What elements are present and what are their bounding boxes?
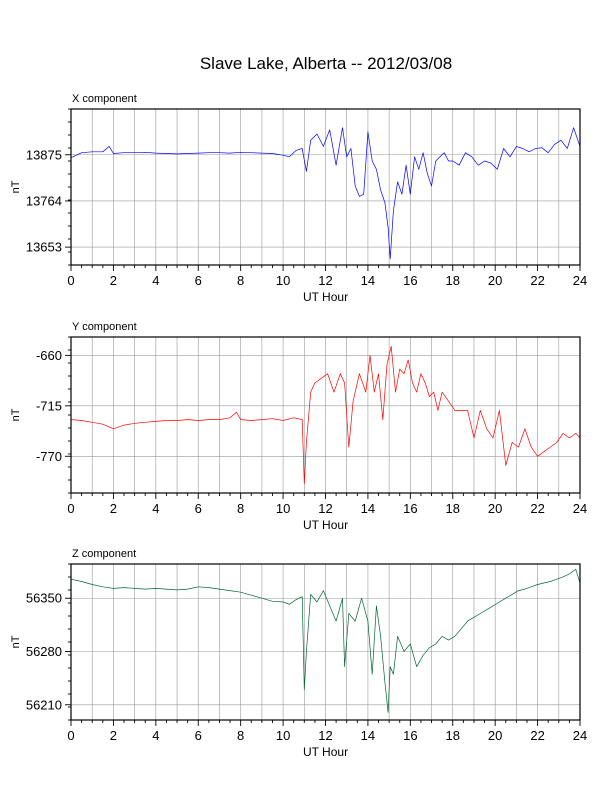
y-component-x-tick-label: 6 (195, 501, 202, 516)
x-component-series-line (70, 127, 581, 260)
z-component-x-tick-label: 8 (237, 728, 244, 743)
z-component-xlabel: UT Hour (303, 745, 348, 759)
z-component-y-tick-label: 56350 (26, 591, 62, 606)
x-component-y-tick-label: 13875 (26, 147, 62, 162)
z-component-y-tick-label: 56210 (26, 697, 62, 712)
z-component-x-tick-label: 22 (530, 728, 544, 743)
y-component-x-tick-label: 2 (110, 501, 117, 516)
x-component-x-tick-label: 22 (530, 273, 544, 288)
x-component-xlabel: UT Hour (303, 290, 348, 304)
z-component-x-tick-label: 24 (573, 728, 587, 743)
y-component-y-tick-label: -770 (36, 449, 62, 464)
y-component-y-tick-label: -660 (36, 348, 62, 363)
y-component-title: Y component (72, 321, 137, 333)
y-component-x-tick-label: 16 (403, 501, 417, 516)
y-component-x-tick-label: 10 (276, 501, 290, 516)
x-component-x-tick-label: 12 (318, 273, 332, 288)
x-component-x-tick-label: 6 (195, 273, 202, 288)
z-component-x-tick-label: 2 (110, 728, 117, 743)
z-component-series-line (70, 568, 581, 713)
z-component-ylabel: nT (10, 635, 22, 648)
x-component-x-tick-label: 2 (110, 273, 117, 288)
z-component-x-tick-label: 18 (446, 728, 460, 743)
x-component-x-tick-label: 14 (361, 273, 375, 288)
x-component-x-tick-label: 4 (152, 273, 159, 288)
y-component-x-tick-label: 4 (152, 501, 159, 516)
z-component-x-tick-label: 0 (67, 728, 74, 743)
x-component-ylabel: nT (10, 180, 22, 193)
z-component-x-tick-label: 20 (488, 728, 502, 743)
z-component-x-tick-label: 4 (152, 728, 159, 743)
z-component-x-tick-label: 12 (318, 728, 332, 743)
y-component-x-tick-label: 12 (318, 501, 332, 516)
x-component-x-tick-label: 10 (276, 273, 290, 288)
y-component-y-tick-label: -715 (36, 398, 62, 413)
x-component-y-tick-label: 13764 (26, 193, 62, 208)
page-title: Slave Lake, Alberta -- 2012/03/08 (199, 54, 453, 73)
y-component-ylabel: nT (10, 408, 22, 421)
y-component-x-tick-label: 20 (488, 501, 502, 516)
y-component-x-tick-label: 22 (530, 501, 544, 516)
x-component-x-tick-label: 18 (446, 273, 460, 288)
z-component-title: Z component (72, 548, 136, 560)
x-component-title: X component (72, 93, 137, 105)
z-component-x-tick-label: 16 (403, 728, 417, 743)
z-component-x-tick-label: 6 (195, 728, 202, 743)
x-component-y-tick-label: 13653 (26, 240, 62, 255)
x-component-x-tick-label: 24 (573, 273, 587, 288)
z-component-x-tick-label: 10 (276, 728, 290, 743)
y-component-xlabel: UT Hour (303, 518, 348, 532)
x-component-x-tick-label: 16 (403, 273, 417, 288)
x-component-x-tick-label: 20 (488, 273, 502, 288)
z-component-x-tick-label: 14 (361, 728, 375, 743)
y-component-series-line (70, 345, 581, 485)
y-component-x-tick-label: 14 (361, 501, 375, 516)
y-component-x-tick-label: 18 (446, 501, 460, 516)
y-component-x-tick-label: 0 (67, 501, 74, 516)
x-component-x-tick-label: 0 (67, 273, 74, 288)
y-component-x-tick-label: 24 (573, 501, 587, 516)
x-component-x-tick-label: 8 (237, 273, 244, 288)
z-component-y-tick-label: 56280 (26, 644, 62, 659)
y-component-x-tick-label: 8 (237, 501, 244, 516)
